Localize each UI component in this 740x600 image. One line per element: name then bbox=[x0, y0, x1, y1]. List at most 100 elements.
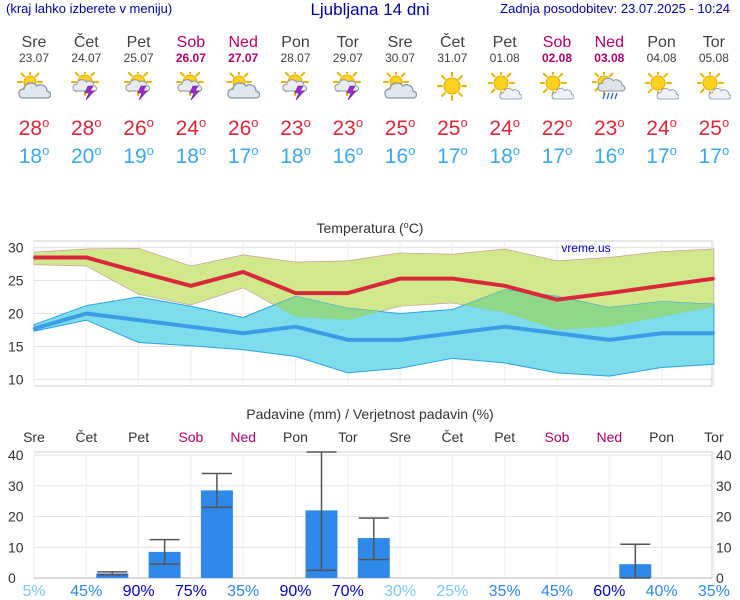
x-tick-label: Ned bbox=[230, 429, 256, 445]
sun-rain-icon bbox=[592, 72, 626, 100]
min-temperature-value: 18 bbox=[175, 145, 199, 168]
y-tick-label: 20 bbox=[8, 509, 24, 525]
forecast-day: Pon 28.07 23o 18o bbox=[270, 34, 322, 168]
max-temperature-point bbox=[346, 291, 349, 295]
precipitation-probability: 70% bbox=[332, 583, 364, 600]
y-tick-label-right: 10 bbox=[716, 539, 732, 555]
min-temperature: 16o bbox=[374, 139, 426, 168]
day-date: 31.07 bbox=[437, 51, 468, 65]
temperature-chart: Temperatura (oC) 10 15 20 25 30 vreme.us bbox=[8, 220, 716, 387]
max-temperature-value: 23 bbox=[280, 117, 304, 140]
max-temperature-value: 26 bbox=[227, 117, 252, 140]
min-temperature: 17o bbox=[217, 139, 269, 168]
max-temperature-point bbox=[137, 270, 140, 274]
min-temperature: 18o bbox=[270, 139, 322, 168]
max-temperature-value: 25 bbox=[698, 117, 722, 140]
y-tick-label: 0 bbox=[8, 570, 16, 586]
day-name: Ned bbox=[228, 34, 258, 51]
watermark: vreme.us bbox=[561, 241, 610, 255]
degree-symbol: o bbox=[721, 115, 730, 130]
precipitation-probability: 35% bbox=[489, 583, 521, 600]
degree-symbol: o bbox=[94, 143, 102, 158]
degree-symbol: o bbox=[303, 115, 311, 130]
max-temperature-point bbox=[32, 256, 36, 259]
max-temperature-point bbox=[660, 284, 663, 288]
location-menu-hint[interactable]: (kraj lahko izberete v meniju) bbox=[6, 1, 173, 16]
max-temperature-point bbox=[398, 277, 402, 280]
max-temperature-point bbox=[503, 284, 506, 288]
min-temperature-point bbox=[32, 327, 36, 330]
min-temperature-value: 18 bbox=[489, 145, 513, 168]
sun-small-cloud-icon bbox=[540, 72, 574, 100]
max-temperature-point bbox=[294, 291, 297, 295]
day-date: 03.08 bbox=[594, 51, 625, 65]
x-tick-label: Sob bbox=[545, 429, 570, 445]
forecast-day: Sre 23.07 28o 18o bbox=[8, 34, 60, 168]
sun-icon bbox=[437, 72, 468, 101]
max-temperature-point bbox=[712, 277, 716, 280]
min-temperature-value: 20 bbox=[71, 145, 95, 168]
forecast-day: Pet 01.08 24o 18o bbox=[479, 34, 531, 168]
degree-symbol: o bbox=[355, 115, 364, 130]
precipitation-probability: 35% bbox=[698, 583, 730, 600]
x-tick-label: Pon bbox=[649, 429, 674, 445]
max-temperature: 24o bbox=[479, 111, 531, 140]
forecast-day: Čet 24.07 28o 20o bbox=[60, 34, 112, 168]
degree-symbol: o bbox=[669, 143, 677, 158]
max-temperature: 22o bbox=[531, 111, 583, 140]
degree-symbol: o bbox=[408, 115, 416, 130]
max-temperature: 28o bbox=[8, 111, 60, 140]
min-temperature-value: 16 bbox=[384, 145, 409, 168]
y-tick-label: 30 bbox=[8, 240, 24, 256]
y-tick-label: 20 bbox=[8, 306, 24, 322]
max-temperature-point bbox=[189, 284, 193, 288]
min-temperature-point bbox=[555, 332, 559, 335]
max-temperature: 26o bbox=[113, 111, 165, 140]
forecast-day: Ned 03.08 23o 16o bbox=[583, 34, 635, 168]
max-temperature-value: 24 bbox=[489, 117, 513, 140]
degree-symbol: o bbox=[617, 143, 625, 158]
precipitation-probability: 35% bbox=[227, 583, 259, 600]
y-tick-label: 15 bbox=[8, 338, 24, 354]
degree-symbol: o bbox=[42, 143, 50, 158]
forecast-day: Pon 04.08 24o 17o bbox=[636, 34, 688, 168]
degree-symbol: o bbox=[251, 143, 259, 158]
degree-symbol: o bbox=[721, 143, 730, 158]
y-tick-label-right: 40 bbox=[716, 447, 732, 463]
max-temperature: 26o bbox=[217, 111, 269, 140]
sun-small-cloud-icon bbox=[696, 72, 731, 100]
max-temperature-value: 28 bbox=[18, 117, 43, 140]
partly-cloudy-icon bbox=[17, 72, 51, 99]
y-tick-label: 30 bbox=[8, 478, 24, 494]
precipitation-probability: 75% bbox=[175, 583, 207, 600]
degree-symbol: o bbox=[303, 143, 311, 158]
top-bar: (kraj lahko izberete v meniju) Ljubljana… bbox=[0, 0, 740, 22]
precipitation-bar bbox=[96, 573, 129, 578]
min-temperature-value: 17 bbox=[437, 145, 461, 168]
degree-symbol: o bbox=[355, 143, 364, 158]
forecast-day: Tor 05.08 25o 17o bbox=[688, 34, 740, 168]
max-temperature-point bbox=[242, 270, 245, 274]
x-tick-label: Tor bbox=[338, 429, 358, 445]
min-temperature-point bbox=[712, 332, 716, 335]
degree-symbol: o bbox=[146, 115, 154, 130]
x-tick-label: Tor bbox=[704, 429, 724, 445]
y-tick-label: 10 bbox=[8, 371, 24, 387]
forecast-day: Čet 31.07 25o 17o bbox=[426, 34, 478, 168]
min-temperature-value: 18 bbox=[280, 145, 304, 168]
day-date: 28.07 bbox=[280, 51, 311, 65]
min-temperature-value: 17 bbox=[227, 145, 252, 168]
min-temperature-point bbox=[189, 325, 193, 328]
forecast-day: Tor 29.07 23o 16o bbox=[322, 34, 374, 168]
last-update-timestamp: Zadnja posodobitev: 23.07.2025 - 10:24 bbox=[500, 1, 730, 16]
min-temperature-point bbox=[451, 332, 454, 335]
y-tick-label: 40 bbox=[8, 447, 24, 463]
max-temperature: 23o bbox=[270, 111, 322, 140]
partly-cloudy-icon bbox=[383, 72, 418, 99]
degree-symbol: o bbox=[460, 143, 468, 158]
day-date: 02.08 bbox=[541, 51, 573, 65]
min-temperature: 17o bbox=[636, 139, 688, 168]
degree-symbol: o bbox=[198, 143, 207, 158]
precipitation-probability: 45% bbox=[541, 583, 573, 600]
degree-symbol: o bbox=[408, 143, 416, 158]
